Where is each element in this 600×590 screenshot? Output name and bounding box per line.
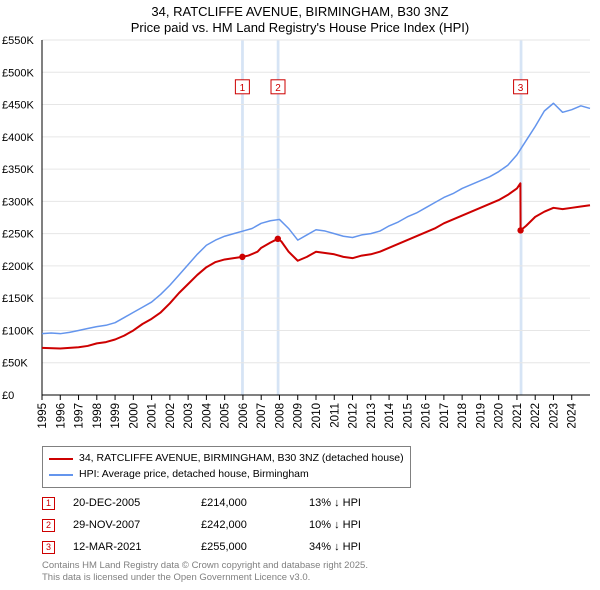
- svg-text:£350K: £350K: [2, 164, 34, 176]
- svg-text:2015: 2015: [402, 403, 414, 429]
- legend-item-hpi: HPI: Average price, detached house, Birm…: [49, 467, 404, 483]
- svg-text:1996: 1996: [55, 403, 67, 429]
- svg-text:2011: 2011: [329, 403, 341, 428]
- svg-text:2019: 2019: [475, 403, 487, 429]
- transaction-price: £255,000: [201, 541, 291, 553]
- svg-text:£500K: £500K: [2, 67, 34, 79]
- svg-text:1999: 1999: [110, 403, 122, 429]
- svg-text:1: 1: [240, 83, 246, 94]
- svg-text:2009: 2009: [293, 403, 305, 429]
- chart-svg: £0 £50K £100K £150K £200K £250K £300K £350K £400…: [0, 0, 600, 445]
- transaction-date: 20-DEC-2005: [73, 497, 183, 509]
- svg-text:2001: 2001: [147, 403, 159, 429]
- svg-text:£400K: £400K: [2, 132, 34, 144]
- svg-text:1995: 1995: [37, 403, 49, 429]
- transaction-date: 12-MAR-2021: [73, 541, 183, 553]
- svg-text:3: 3: [518, 83, 524, 94]
- transaction-row: 3 12-MAR-2021 £255,000 34% ↓ HPI: [42, 536, 399, 558]
- svg-text:£450K: £450K: [2, 100, 34, 112]
- transaction-price: £242,000: [201, 519, 291, 531]
- svg-text:£100K: £100K: [2, 325, 34, 337]
- attribution-line1: Contains HM Land Registry data © Crown c…: [42, 560, 368, 572]
- transaction-marker: 2: [42, 519, 55, 532]
- svg-text:£200K: £200K: [2, 261, 34, 273]
- svg-text:2: 2: [275, 83, 281, 94]
- legend-label: 34, RATCLIFFE AVENUE, BIRMINGHAM, B30 3N…: [79, 451, 404, 467]
- svg-text:2010: 2010: [311, 403, 323, 429]
- svg-text:2023: 2023: [548, 403, 560, 429]
- attribution-line2: This data is licensed under the Open Gov…: [42, 572, 368, 584]
- svg-text:2020: 2020: [494, 403, 506, 429]
- svg-text:1997: 1997: [74, 403, 86, 429]
- svg-text:2006: 2006: [238, 403, 250, 429]
- transaction-date: 29-NOV-2007: [73, 519, 183, 531]
- transaction-table: 1 20-DEC-2005 £214,000 13% ↓ HPI 2 29-NO…: [42, 492, 399, 558]
- svg-text:2018: 2018: [457, 403, 469, 429]
- legend-item-price-paid: 34, RATCLIFFE AVENUE, BIRMINGHAM, B30 3N…: [49, 451, 404, 467]
- svg-text:2005: 2005: [220, 403, 232, 429]
- transaction-marker: 3: [42, 541, 55, 554]
- svg-text:2002: 2002: [165, 403, 177, 429]
- svg-text:2013: 2013: [366, 403, 378, 429]
- svg-text:2004: 2004: [201, 402, 213, 428]
- legend-swatch: [49, 474, 73, 476]
- legend: 34, RATCLIFFE AVENUE, BIRMINGHAM, B30 3N…: [42, 446, 411, 488]
- transaction-pct: 13% ↓ HPI: [309, 497, 399, 509]
- svg-text:£250K: £250K: [2, 229, 34, 241]
- svg-text:2024: 2024: [567, 402, 579, 428]
- svg-text:£300K: £300K: [2, 196, 34, 208]
- svg-text:2014: 2014: [384, 402, 396, 428]
- transaction-pct: 10% ↓ HPI: [309, 519, 399, 531]
- svg-text:2000: 2000: [128, 403, 140, 429]
- legend-label: HPI: Average price, detached house, Birm…: [79, 467, 309, 483]
- svg-text:£150K: £150K: [2, 293, 34, 305]
- svg-text:2021: 2021: [512, 403, 524, 429]
- svg-text:2012: 2012: [348, 403, 360, 429]
- svg-text:2017: 2017: [439, 403, 451, 429]
- transaction-pct: 34% ↓ HPI: [309, 541, 399, 553]
- legend-swatch: [49, 458, 73, 460]
- svg-text:£550K: £550K: [2, 35, 34, 47]
- transaction-row: 1 20-DEC-2005 £214,000 13% ↓ HPI: [42, 492, 399, 514]
- svg-text:2022: 2022: [530, 403, 542, 429]
- chart-container: 34, RATCLIFFE AVENUE, BIRMINGHAM, B30 3N…: [0, 0, 600, 590]
- svg-text:£50K: £50K: [2, 358, 28, 370]
- svg-text:2008: 2008: [274, 403, 286, 429]
- transaction-marker: 1: [42, 497, 55, 510]
- svg-text:2003: 2003: [183, 403, 195, 429]
- svg-text:2016: 2016: [421, 403, 433, 429]
- svg-text:£0: £0: [2, 390, 14, 402]
- transaction-price: £214,000: [201, 497, 291, 509]
- svg-text:2007: 2007: [256, 403, 268, 429]
- transaction-row: 2 29-NOV-2007 £242,000 10% ↓ HPI: [42, 514, 399, 536]
- attribution: Contains HM Land Registry data © Crown c…: [42, 560, 368, 584]
- svg-text:1998: 1998: [92, 403, 104, 429]
